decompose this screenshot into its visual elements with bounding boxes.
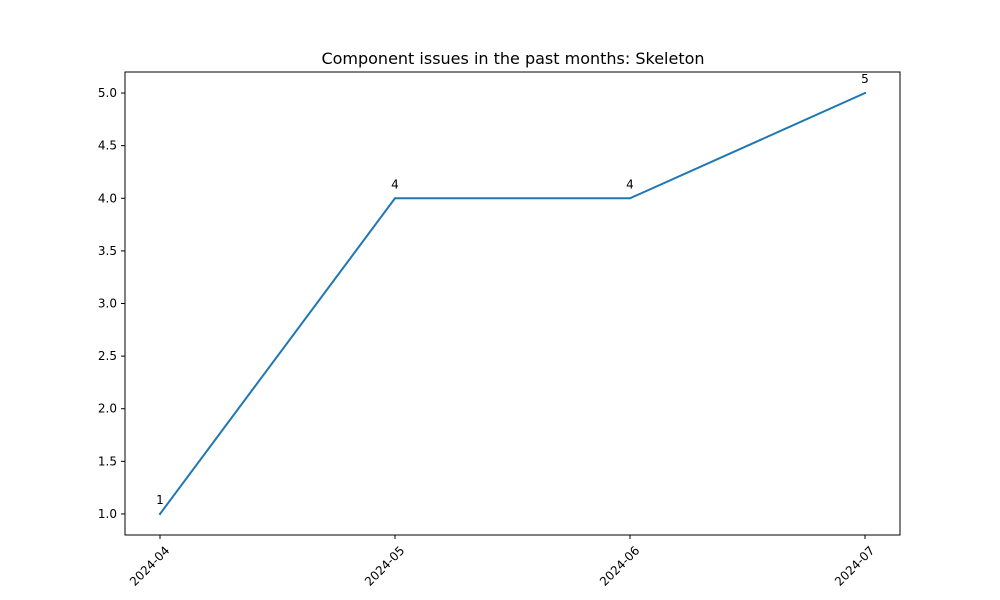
data-label: 4 [391, 177, 399, 191]
data-label: 4 [626, 177, 634, 191]
y-tick-label: 1.5 [98, 454, 117, 468]
data-point [159, 512, 161, 515]
x-tick-label: 2024-04 [127, 543, 172, 588]
axes-frame [124, 71, 901, 536]
data-label: 1 [156, 493, 164, 507]
y-tick-label: 3.5 [98, 244, 117, 258]
x-tick-label: 2024-07 [832, 543, 877, 588]
data-point [864, 92, 866, 95]
y-tick-label: 2.5 [98, 349, 117, 363]
y-tick-label: 5.0 [98, 86, 117, 100]
y-tick-label: 4.0 [98, 191, 117, 205]
y-axis: 1.0 1.5 2.0 2.5 3.0 3.5 4.0 4.5 5.0 [98, 86, 125, 521]
y-tick-label: 2.0 [98, 402, 117, 416]
data-label: 5 [861, 72, 869, 86]
x-tick-label: 2024-06 [597, 543, 642, 588]
plot-area: 1 4 4 5 [156, 72, 869, 516]
y-tick-label: 3.0 [98, 297, 117, 311]
data-point [394, 197, 396, 200]
y-tick-label: 1.0 [98, 507, 117, 521]
x-tick-label: 2024-05 [362, 543, 407, 588]
x-axis: 2024-04 2024-05 2024-06 2024-07 [127, 535, 877, 589]
series-line [158, 91, 867, 516]
chart-title: Component issues in the past months: Ske… [321, 49, 704, 68]
y-tick-label: 4.5 [98, 139, 117, 153]
data-point [629, 197, 631, 200]
